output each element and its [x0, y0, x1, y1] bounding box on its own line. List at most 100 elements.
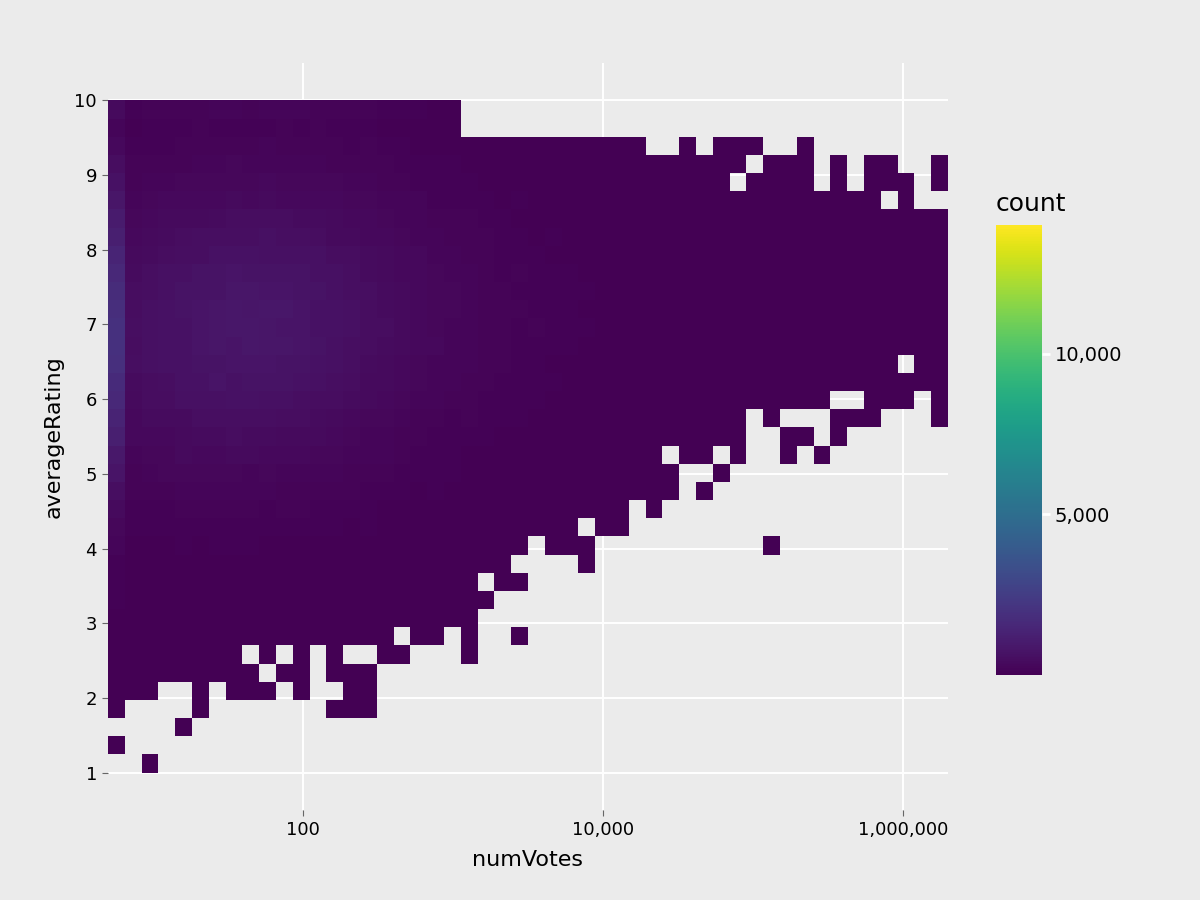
Bar: [494, 264, 511, 282]
Bar: [595, 392, 612, 410]
Bar: [108, 446, 125, 464]
Bar: [646, 191, 662, 210]
Bar: [276, 246, 293, 264]
Bar: [394, 319, 410, 337]
Bar: [578, 155, 595, 173]
Bar: [226, 682, 242, 700]
Bar: [326, 173, 343, 191]
Bar: [562, 210, 578, 228]
Bar: [427, 137, 444, 155]
Bar: [360, 155, 377, 173]
Bar: [679, 355, 696, 373]
Bar: [578, 482, 595, 500]
Bar: [746, 301, 763, 319]
Bar: [461, 410, 478, 427]
Bar: [830, 282, 847, 301]
Bar: [276, 155, 293, 173]
Bar: [427, 264, 444, 282]
Bar: [931, 301, 948, 319]
Bar: [427, 392, 444, 410]
Bar: [898, 191, 914, 210]
Bar: [175, 337, 192, 355]
Bar: [377, 609, 394, 627]
Bar: [259, 355, 276, 373]
Bar: [259, 337, 276, 355]
Bar: [528, 500, 545, 518]
Bar: [175, 191, 192, 210]
Bar: [377, 645, 394, 663]
Bar: [612, 392, 629, 410]
Bar: [175, 627, 192, 645]
Bar: [629, 210, 646, 228]
Bar: [142, 301, 158, 319]
Bar: [125, 554, 142, 572]
Bar: [310, 246, 326, 264]
Bar: [108, 191, 125, 210]
Bar: [595, 137, 612, 155]
Bar: [142, 591, 158, 609]
Bar: [511, 355, 528, 373]
Bar: [394, 410, 410, 427]
Bar: [595, 373, 612, 392]
Bar: [175, 246, 192, 264]
Bar: [612, 500, 629, 518]
Bar: [276, 319, 293, 337]
Bar: [310, 173, 326, 191]
Bar: [562, 500, 578, 518]
Bar: [175, 101, 192, 119]
Bar: [746, 137, 763, 155]
Bar: [192, 191, 209, 210]
Bar: [175, 210, 192, 228]
Bar: [528, 337, 545, 355]
Bar: [780, 392, 797, 410]
Bar: [646, 228, 662, 246]
Bar: [847, 210, 864, 228]
Bar: [293, 663, 310, 682]
Bar: [713, 301, 730, 319]
Bar: [545, 191, 562, 210]
Bar: [108, 428, 125, 446]
Bar: [377, 301, 394, 319]
Bar: [276, 446, 293, 464]
Bar: [444, 536, 461, 554]
Bar: [478, 482, 494, 500]
Bar: [108, 554, 125, 572]
Bar: [780, 337, 797, 355]
Bar: [108, 536, 125, 554]
Bar: [276, 282, 293, 301]
Bar: [326, 264, 343, 282]
Bar: [730, 410, 746, 427]
Bar: [427, 355, 444, 373]
Bar: [461, 191, 478, 210]
Bar: [511, 392, 528, 410]
Bar: [864, 155, 881, 173]
Bar: [326, 464, 343, 482]
Bar: [125, 500, 142, 518]
Bar: [494, 446, 511, 464]
Bar: [209, 355, 226, 373]
Bar: [175, 373, 192, 392]
Bar: [276, 464, 293, 482]
Bar: [545, 482, 562, 500]
Bar: [410, 228, 427, 246]
Bar: [410, 119, 427, 137]
Bar: [242, 663, 259, 682]
Bar: [746, 319, 763, 337]
Bar: [528, 264, 545, 282]
Bar: [511, 446, 528, 464]
Bar: [646, 392, 662, 410]
Bar: [814, 246, 830, 264]
Bar: [427, 518, 444, 536]
Bar: [646, 464, 662, 482]
Bar: [427, 210, 444, 228]
Bar: [394, 301, 410, 319]
Bar: [780, 210, 797, 228]
Bar: [410, 428, 427, 446]
Bar: [226, 191, 242, 210]
Bar: [814, 337, 830, 355]
Bar: [209, 101, 226, 119]
Bar: [444, 264, 461, 282]
Bar: [494, 572, 511, 591]
Bar: [494, 518, 511, 536]
Bar: [511, 173, 528, 191]
